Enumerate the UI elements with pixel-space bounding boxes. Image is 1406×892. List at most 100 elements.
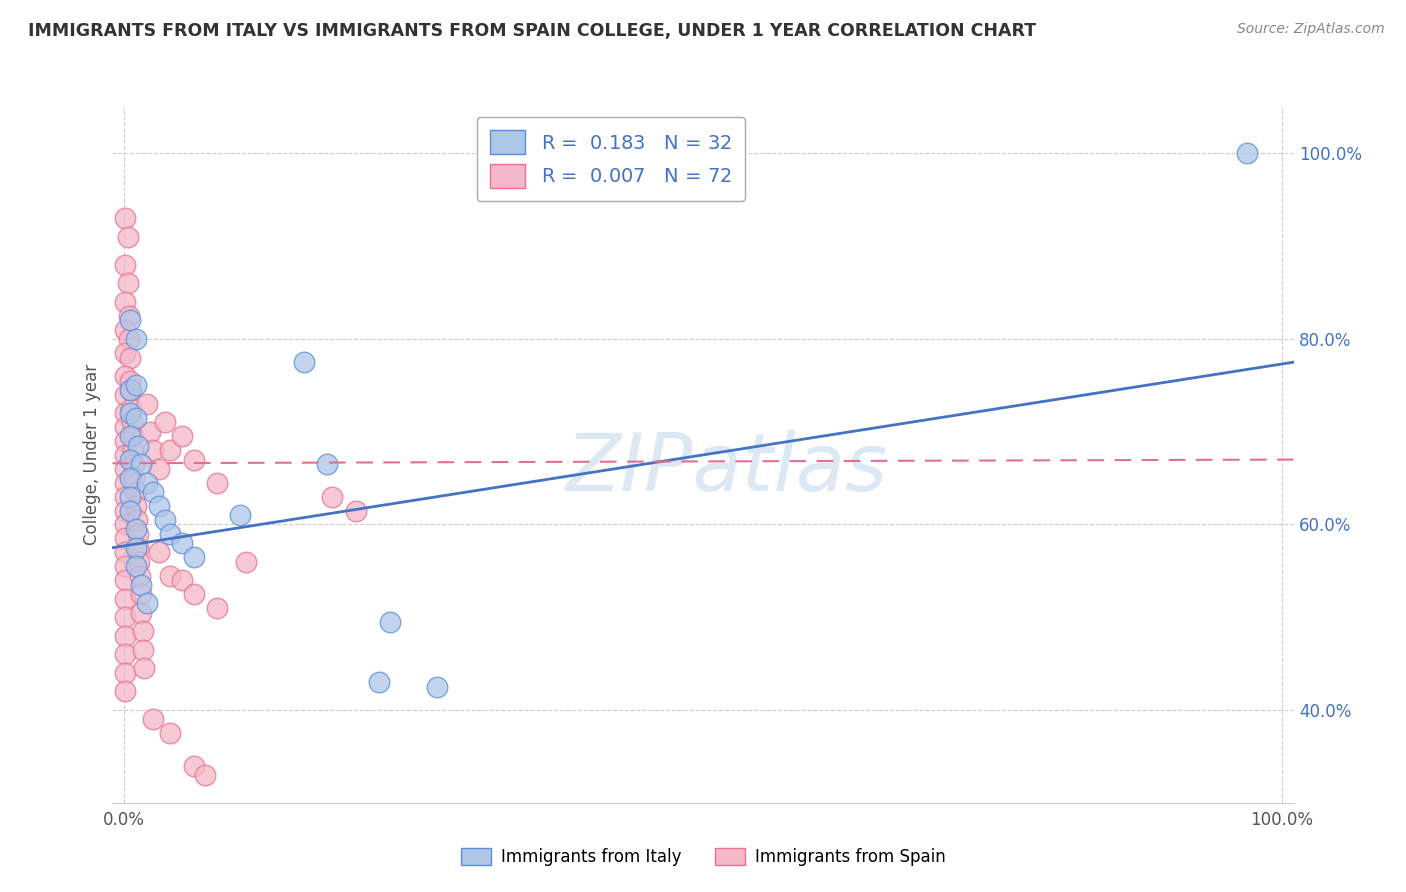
Point	[426, 680, 449, 694]
Point	[124, 332, 146, 346]
Point	[344, 503, 367, 517]
Point	[131, 624, 153, 639]
Point	[159, 568, 181, 582]
Text: Source: ZipAtlas.com: Source: ZipAtlas.com	[1237, 22, 1385, 37]
Point	[183, 452, 205, 467]
Point	[114, 591, 136, 606]
Point	[183, 758, 205, 772]
Point	[114, 475, 136, 490]
Point	[194, 768, 217, 782]
Point	[114, 532, 136, 546]
Point	[114, 211, 136, 226]
Point	[114, 387, 136, 401]
Point	[229, 508, 252, 523]
Y-axis label: College, Under 1 year: College, Under 1 year	[83, 364, 101, 546]
Point	[114, 369, 136, 384]
Point	[127, 541, 149, 555]
Point	[114, 258, 136, 272]
Point	[142, 443, 165, 458]
Point	[142, 485, 165, 500]
Text: IMMIGRANTS FROM ITALY VS IMMIGRANTS FROM SPAIN COLLEGE, UNDER 1 YEAR CORRELATION: IMMIGRANTS FROM ITALY VS IMMIGRANTS FROM…	[28, 22, 1036, 40]
Point	[127, 526, 149, 541]
Point	[131, 642, 153, 657]
Point	[153, 416, 176, 430]
Point	[170, 573, 193, 587]
Point	[148, 499, 170, 513]
Point	[124, 499, 146, 513]
Point	[114, 610, 136, 624]
Point	[122, 429, 145, 443]
Point	[159, 726, 181, 740]
Point	[235, 555, 257, 569]
Point	[118, 351, 141, 365]
Point	[114, 346, 136, 360]
Point	[170, 536, 193, 550]
Point	[125, 513, 148, 527]
Point	[124, 485, 146, 500]
Point	[124, 410, 146, 425]
Point	[321, 490, 343, 504]
Point	[183, 587, 205, 601]
Point	[124, 378, 146, 392]
Point	[114, 434, 136, 448]
Point	[136, 397, 159, 411]
Point	[148, 545, 170, 559]
Point	[367, 675, 389, 690]
Point	[114, 573, 136, 587]
Point	[114, 517, 136, 532]
Point	[118, 452, 141, 467]
Legend: Immigrants from Italy, Immigrants from Spain: Immigrants from Italy, Immigrants from S…	[453, 840, 953, 875]
Point	[118, 383, 141, 397]
Point	[136, 596, 159, 610]
Point	[153, 513, 176, 527]
Point	[118, 406, 141, 420]
Point	[120, 401, 142, 416]
Point	[205, 601, 228, 615]
Point	[114, 559, 136, 574]
Point	[315, 457, 337, 471]
Point	[122, 443, 145, 458]
Point	[114, 420, 136, 434]
Point	[127, 439, 149, 453]
Point	[142, 712, 165, 726]
Point	[124, 471, 146, 485]
Point	[117, 230, 139, 244]
Point	[114, 665, 136, 680]
Point	[114, 684, 136, 698]
Point	[118, 332, 141, 346]
Point	[117, 277, 139, 291]
Point	[132, 661, 155, 675]
Point	[131, 587, 153, 601]
Point	[292, 355, 315, 369]
Point	[129, 568, 152, 582]
Point	[124, 457, 146, 471]
Point	[124, 541, 146, 555]
Point	[118, 490, 141, 504]
Point	[159, 443, 181, 458]
Point	[131, 578, 153, 592]
Point	[118, 471, 141, 485]
Point	[114, 648, 136, 662]
Point	[114, 406, 136, 420]
Point	[118, 429, 141, 443]
Point	[114, 503, 136, 517]
Text: ZIPatlas: ZIPatlas	[565, 430, 887, 508]
Point	[136, 475, 159, 490]
Point	[120, 383, 142, 397]
Point	[128, 555, 150, 569]
Point	[114, 545, 136, 559]
Point	[118, 313, 141, 327]
Point	[118, 374, 141, 388]
Point	[118, 309, 141, 323]
Point	[114, 294, 136, 309]
Point	[114, 462, 136, 476]
Point	[114, 448, 136, 462]
Point	[183, 549, 205, 564]
Point	[138, 425, 160, 439]
Point	[159, 526, 181, 541]
Point	[124, 559, 146, 574]
Point	[131, 606, 153, 620]
Point	[114, 323, 136, 337]
Point	[1236, 146, 1258, 161]
Point	[131, 457, 153, 471]
